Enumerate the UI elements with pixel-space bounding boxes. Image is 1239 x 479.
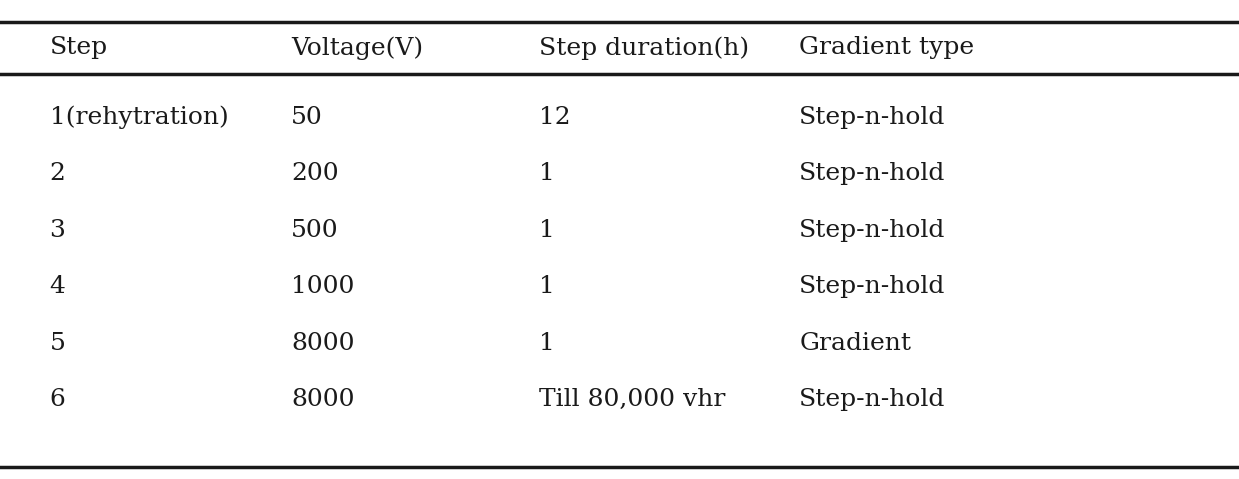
Text: Step-n-hold: Step-n-hold [799, 106, 945, 129]
Text: 1: 1 [539, 162, 555, 185]
Text: 8000: 8000 [291, 388, 354, 411]
Text: 1000: 1000 [291, 275, 354, 298]
Text: 1: 1 [539, 332, 555, 355]
Text: Step-n-hold: Step-n-hold [799, 388, 945, 411]
Text: 1(rehytration): 1(rehytration) [50, 105, 228, 129]
Text: 5: 5 [50, 332, 66, 355]
Text: Step-n-hold: Step-n-hold [799, 219, 945, 242]
Text: Step-n-hold: Step-n-hold [799, 162, 945, 185]
Text: 3: 3 [50, 219, 66, 242]
Text: Step duration(h): Step duration(h) [539, 36, 750, 60]
Text: 4: 4 [50, 275, 66, 298]
Text: 200: 200 [291, 162, 338, 185]
Text: Step: Step [50, 36, 108, 59]
Text: 6: 6 [50, 388, 66, 411]
Text: 12: 12 [539, 106, 571, 129]
Text: 500: 500 [291, 219, 338, 242]
Text: 8000: 8000 [291, 332, 354, 355]
Text: Step-n-hold: Step-n-hold [799, 275, 945, 298]
Text: Gradient: Gradient [799, 332, 911, 355]
Text: 1: 1 [539, 275, 555, 298]
Text: Gradient type: Gradient type [799, 36, 974, 59]
Text: 2: 2 [50, 162, 66, 185]
Text: 1: 1 [539, 219, 555, 242]
Text: Voltage(V): Voltage(V) [291, 36, 424, 60]
Text: Till 80,000 vhr: Till 80,000 vhr [539, 388, 725, 411]
Text: 50: 50 [291, 106, 323, 129]
